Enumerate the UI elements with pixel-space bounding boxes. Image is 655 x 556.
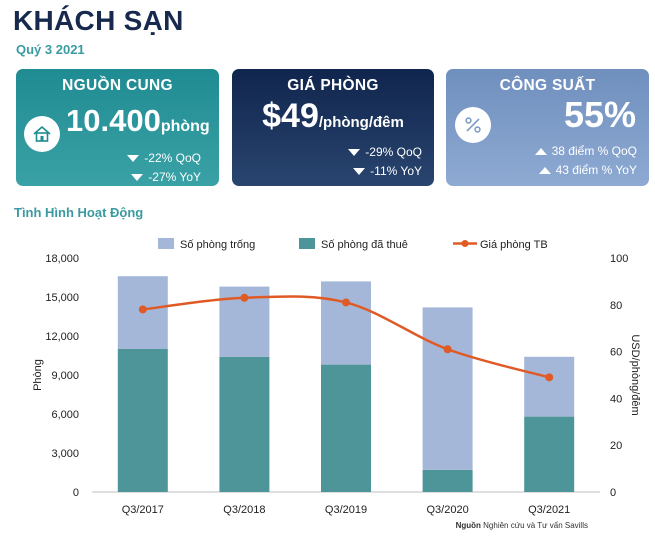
- y2-axis-title: USD/phòng/đêm: [629, 334, 641, 415]
- up-arrow-icon: [538, 166, 551, 174]
- down-arrow-icon: [353, 167, 366, 175]
- bar-vacant: [321, 281, 371, 365]
- price-value: $49: [262, 97, 319, 135]
- price-delta-yoy: -11% YoY: [353, 164, 422, 178]
- legend-swatch-occupied: [299, 238, 315, 249]
- section-title: Tình Hình Hoạt Động: [14, 205, 144, 220]
- down-arrow-icon: [127, 154, 140, 162]
- price-card: GIÁ PHÒNG $49/phòng/đêm -29% QoQ -11% Yo…: [232, 69, 434, 186]
- y-tick-label: 15,000: [45, 292, 79, 304]
- bar-occupied: [219, 356, 270, 492]
- legend-swatch-vacant: [158, 238, 174, 249]
- bar-vacant: [422, 307, 473, 470]
- supply-value: 10.400: [66, 103, 161, 138]
- y2-tick-label: 40: [610, 393, 622, 405]
- price-point: [342, 298, 350, 307]
- y2-tick-label: 100: [610, 253, 628, 265]
- supply-card-title: NGUỒN CUNG: [62, 77, 173, 94]
- percent-icon: [455, 107, 491, 143]
- y-axis-title: Phòng: [32, 359, 44, 391]
- y2-tick-label: 20: [610, 440, 622, 452]
- legend-label-price: Giá phòng TB: [480, 239, 548, 251]
- supply-unit: phòng: [160, 118, 210, 135]
- occupancy-card-title: CÔNG SUẤT: [499, 77, 596, 94]
- occupancy-delta-yoy: 43 điểm % YoY: [538, 163, 637, 177]
- x-tick-label: Q3/2021: [528, 504, 570, 516]
- price-point: [240, 293, 249, 302]
- supply-delta-yoy: -27% YoY: [131, 170, 201, 184]
- y2-tick-label: 80: [610, 300, 622, 312]
- x-tick-label: Q3/2020: [426, 504, 468, 516]
- up-arrow-icon: [534, 147, 547, 155]
- legend-label-occupied: Số phòng đã thuê: [321, 239, 408, 251]
- price-delta-qoq: -29% QoQ: [348, 145, 422, 159]
- occupancy-card: CÔNG SUẤT 55% 38 điểm % QoQ 43 điểm % Yo…: [446, 69, 649, 186]
- y-tick-label: 12,000: [45, 331, 79, 343]
- supply-value-row: 10.400phòng: [66, 103, 210, 139]
- page-title: KHÁCH SẠN: [13, 5, 184, 36]
- y2-tick-label: 0: [610, 487, 616, 499]
- y-tick-label: 3,000: [51, 448, 79, 460]
- y-tick-label: 18,000: [45, 253, 79, 265]
- y2-tick-label: 60: [610, 347, 622, 359]
- page-period: Quý 3 2021: [16, 42, 85, 57]
- x-tick-label: Q3/2019: [325, 504, 367, 516]
- occupancy-delta-qoq: 38 điểm % QoQ: [534, 144, 637, 158]
- x-tick-label: Q3/2017: [122, 504, 164, 516]
- bar-occupied: [321, 364, 371, 492]
- supply-delta-qoq: -22% QoQ: [127, 151, 201, 165]
- price-value-row: $49/phòng/đêm: [232, 97, 434, 136]
- price-unit: /phòng/đêm: [318, 114, 404, 131]
- price-card-title: GIÁ PHÒNG: [287, 77, 379, 94]
- legend-label-vacant: Số phòng trống: [180, 239, 255, 251]
- y-tick-label: 6,000: [51, 409, 79, 421]
- y-tick-label: 9,000: [51, 370, 79, 382]
- building-icon: [24, 116, 60, 152]
- bar-occupied: [117, 349, 168, 492]
- price-point: [138, 305, 147, 314]
- y-tick-label: 0: [73, 487, 79, 499]
- bar-vacant: [524, 356, 575, 417]
- price-point: [443, 345, 452, 354]
- down-arrow-icon: [131, 173, 144, 181]
- hotel-performance-chart: Số phòng trống Số phòng đã thuê Giá phòng …: [32, 238, 641, 516]
- down-arrow-icon: [348, 148, 361, 156]
- supply-card: NGUỒN CUNG 10.400phòng -22% QoQ -27% YoY: [16, 69, 219, 186]
- legend-marker-price: [461, 240, 469, 247]
- price-point: [545, 373, 554, 382]
- occupancy-value: 55%: [563, 94, 636, 135]
- source-note: Nguồn Nghiên cứu và Tư vấn Savills: [455, 521, 588, 530]
- bar-occupied: [524, 416, 575, 492]
- x-tick-label: Q3/2018: [223, 504, 265, 516]
- bar-occupied: [422, 469, 473, 492]
